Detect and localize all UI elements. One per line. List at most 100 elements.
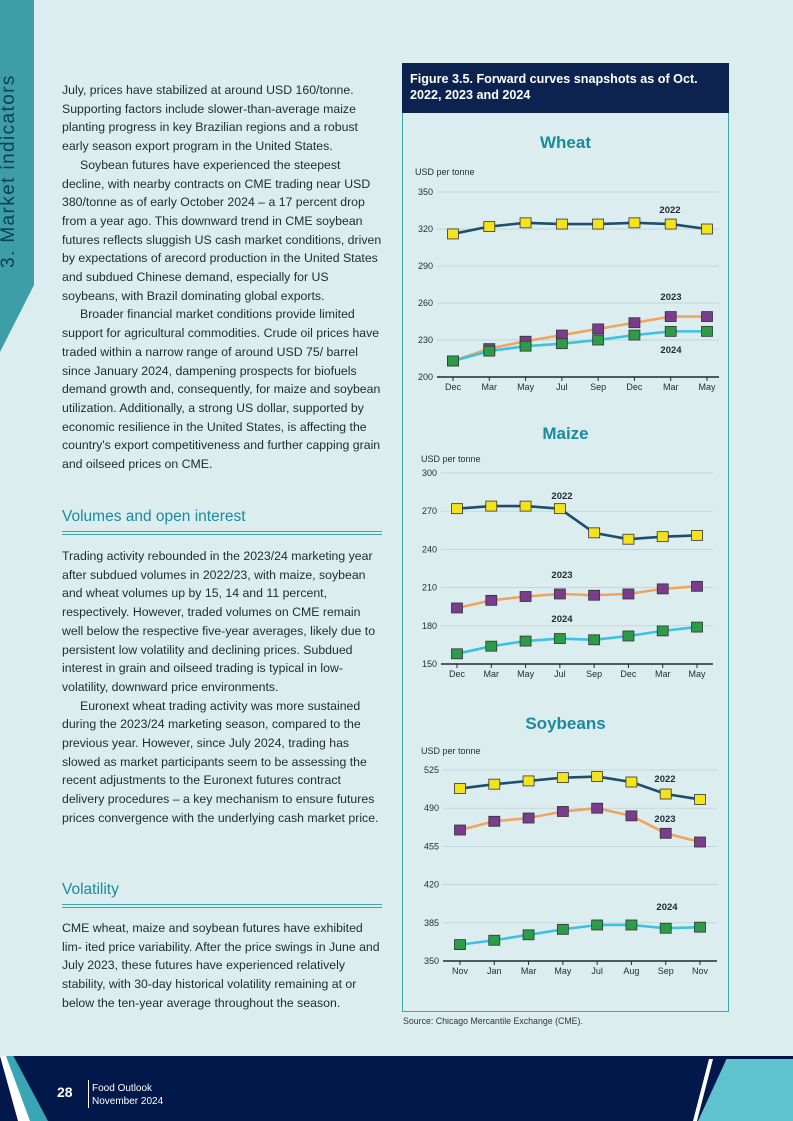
y-tick-label: 350: [418, 187, 433, 197]
y-axis-label: USD per tonne: [415, 167, 475, 177]
data-point-2022: [555, 218, 568, 230]
data-point-2022: [659, 788, 672, 800]
x-tick-label: Jul: [556, 382, 568, 392]
data-point-2022: [483, 221, 496, 232]
y-axis-label: USD per tonne: [421, 454, 481, 464]
data-point-2023: [701, 311, 713, 322]
data-point-2023: [656, 583, 669, 595]
publication-date: November 2024: [92, 1095, 164, 1107]
data-point-2024: [588, 634, 601, 646]
data-point-2024: [694, 921, 706, 933]
data-point-2023: [588, 589, 601, 601]
data-point-2024: [556, 923, 569, 935]
y-tick-label: 240: [422, 544, 437, 554]
data-point-2022: [694, 794, 706, 805]
data-point-2023: [622, 588, 635, 600]
data-point-2022: [519, 500, 532, 512]
publication-title: Food Outlook: [92, 1083, 153, 1094]
section-tab-label: 3. Market indicators: [0, 74, 19, 268]
y-tick-label: 420: [424, 880, 439, 890]
data-point-2022: [447, 228, 459, 240]
y-tick-label: 150: [422, 659, 437, 669]
data-point-2024: [447, 355, 459, 367]
y-tick-label: 180: [422, 621, 437, 631]
paragraph: Trading activity rebounded in the 2023/2…: [62, 549, 376, 694]
series-line-2023: [452, 315, 707, 363]
data-point-2024: [659, 922, 672, 934]
data-point-2024: [628, 329, 641, 341]
y-axis-label: USD per tonne: [421, 746, 481, 756]
data-point-2022: [553, 503, 566, 515]
data-point-2023: [556, 806, 569, 817]
y-tick-label: 210: [422, 583, 437, 593]
data-point-2024: [553, 633, 566, 644]
y-tick-label: 260: [418, 298, 433, 308]
x-tick-label: Mar: [482, 382, 498, 392]
data-point-2024: [592, 334, 605, 346]
y-tick-label: 290: [418, 261, 433, 271]
series-label-2024: 2024: [656, 902, 678, 913]
data-point-2022: [522, 775, 535, 787]
series-label-2022: 2022: [551, 491, 572, 502]
data-point-2024: [656, 625, 669, 637]
x-tick-label: Mar: [521, 966, 537, 976]
paragraph: CME wheat, maize and soybean futures hav…: [62, 921, 380, 1010]
data-point-2024: [691, 621, 703, 633]
x-tick-label: Nov: [452, 966, 469, 976]
x-tick-label: Dec: [449, 669, 466, 679]
data-point-2024: [591, 919, 604, 931]
data-point-2022: [622, 533, 635, 545]
data-point-2022: [701, 223, 713, 235]
data-point-2024: [519, 635, 532, 647]
x-tick-label: Mar: [484, 669, 500, 679]
data-point-2022: [519, 217, 532, 229]
series-label-2024: 2024: [660, 345, 682, 356]
data-point-2024: [483, 345, 496, 357]
y-tick-label: 230: [418, 335, 433, 345]
data-point-2024: [622, 630, 635, 642]
x-tick-label: Jul: [591, 966, 603, 976]
footer-block: [698, 1059, 793, 1121]
data-point-2022: [454, 783, 466, 794]
data-point-2023: [659, 827, 672, 839]
y-tick-label: 490: [424, 803, 439, 813]
chart-title-wheat: Wheat: [540, 133, 591, 152]
data-point-2023: [592, 323, 605, 335]
data-point-2024: [701, 325, 713, 337]
x-tick-label: Mar: [663, 382, 679, 392]
data-point-2022: [488, 778, 501, 790]
x-tick-label: Aug: [623, 966, 639, 976]
data-point-2024: [664, 325, 677, 337]
data-point-2023: [694, 836, 706, 848]
footer-divider: [88, 1080, 89, 1108]
paragraph: Euronext wheat trading activity was more…: [62, 698, 379, 825]
figure-source: Source: Chicago Mercantile Exchange (CME…: [403, 1016, 583, 1026]
data-point-2022: [691, 529, 703, 541]
x-tick-label: Dec: [620, 669, 637, 679]
data-point-2024: [485, 640, 498, 652]
body-text-2: Trading activity rebounded in the 2023/2…: [62, 547, 382, 828]
body-text-3: CME wheat, maize and soybean futures hav…: [62, 919, 382, 1013]
series-line-2022: [452, 221, 708, 236]
x-tick-label: Sep: [658, 966, 674, 976]
footer: 28 Food Outlook November 2024: [0, 1056, 793, 1121]
y-tick-label: 270: [422, 506, 437, 516]
data-point-2023: [553, 588, 566, 600]
data-point-2023: [488, 815, 501, 827]
section-tab: [0, 0, 34, 352]
data-point-2023: [451, 602, 463, 614]
x-tick-label: May: [517, 382, 535, 392]
data-point-2022: [592, 218, 605, 230]
figure-title: Figure 3.5. Forward curves snapshots as …: [402, 63, 729, 113]
data-point-2022: [588, 527, 601, 539]
data-point-2023: [485, 594, 498, 606]
data-point-2024: [625, 919, 638, 931]
data-point-2023: [519, 591, 532, 602]
data-point-2023: [522, 812, 535, 824]
series-label-2022: 2022: [659, 205, 680, 216]
data-point-2023: [591, 802, 604, 814]
series-line-2024: [452, 330, 707, 363]
series-label-2022: 2022: [654, 774, 675, 785]
data-point-2022: [628, 217, 641, 229]
data-point-2022: [664, 218, 677, 230]
